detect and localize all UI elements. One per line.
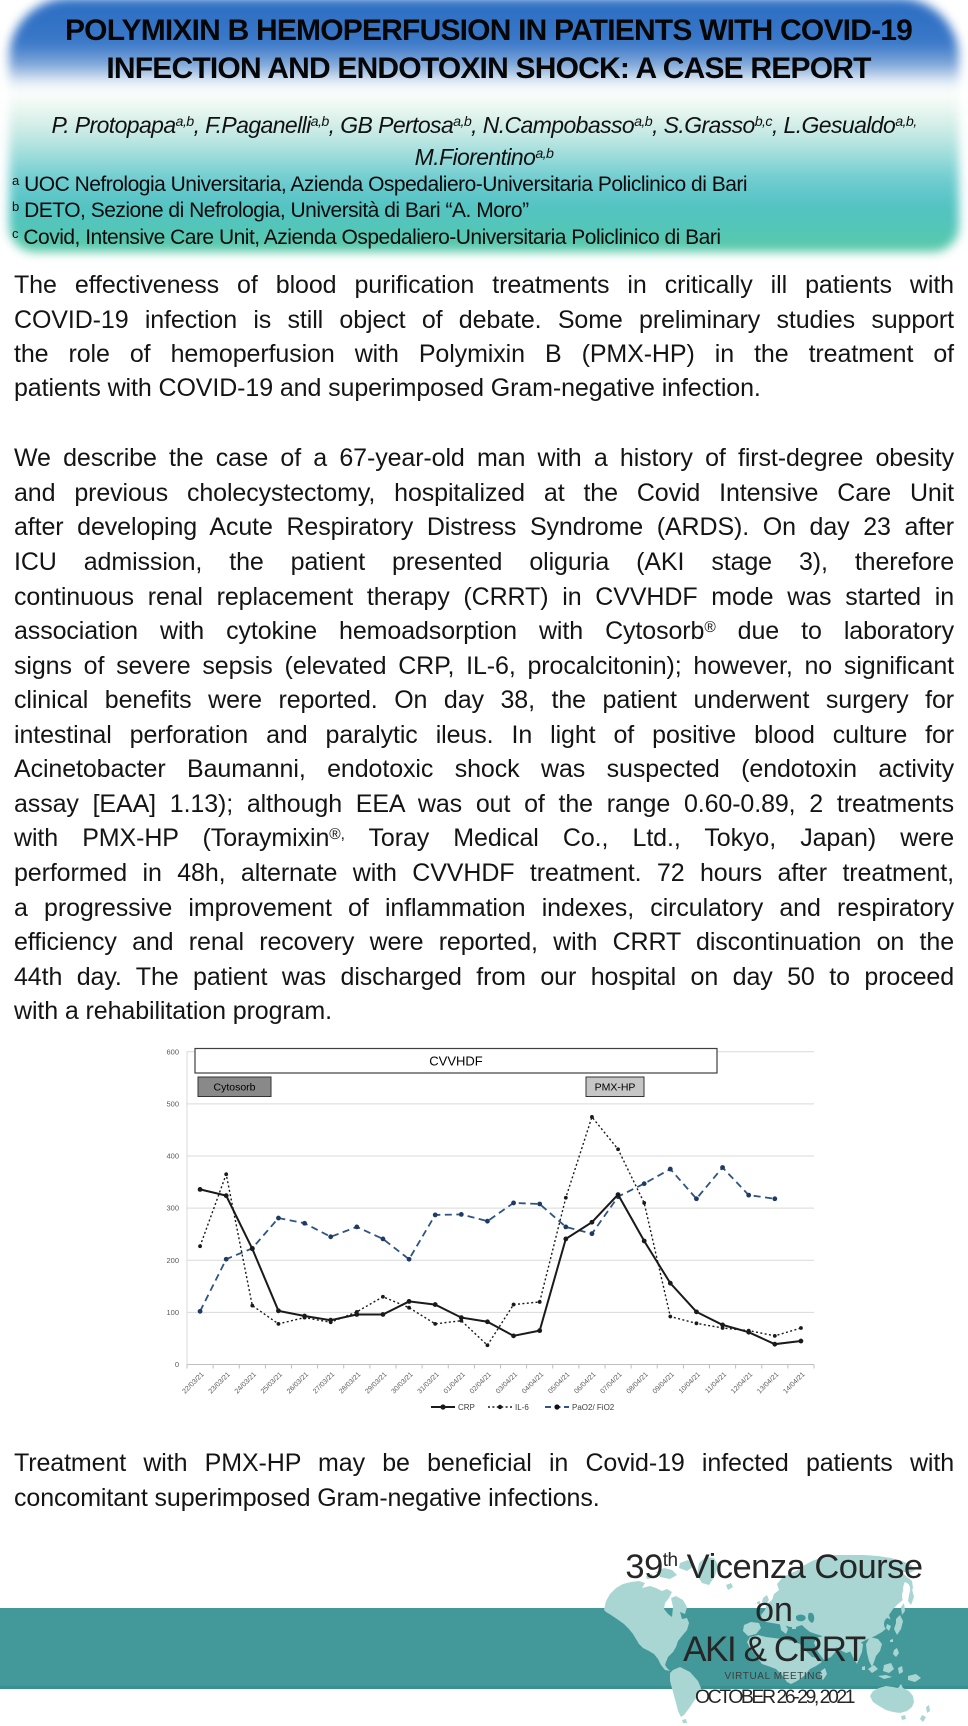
svg-text:06/04/21: 06/04/21 — [573, 1371, 597, 1395]
svg-text:13/04/21: 13/04/21 — [756, 1371, 780, 1395]
svg-text:05/04/21: 05/04/21 — [547, 1371, 571, 1395]
svg-text:30/03/21: 30/03/21 — [390, 1371, 414, 1395]
svg-text:500: 500 — [166, 1099, 179, 1108]
svg-text:03/04/21: 03/04/21 — [495, 1371, 519, 1395]
svg-text:31/03/21: 31/03/21 — [417, 1371, 441, 1395]
svg-text:Cytosorb: Cytosorb — [213, 1082, 255, 1094]
svg-text:CVVHDF: CVVHDF — [429, 1054, 483, 1069]
svg-text:12/04/21: 12/04/21 — [730, 1371, 754, 1395]
svg-text:IL-6: IL-6 — [515, 1403, 529, 1412]
svg-text:11/04/21: 11/04/21 — [704, 1371, 728, 1395]
svg-text:23/03/21: 23/03/21 — [208, 1371, 232, 1395]
svg-text:600: 600 — [166, 1047, 179, 1056]
svg-text:14/04/21: 14/04/21 — [782, 1371, 806, 1395]
svg-text:PaO2/ FiO2: PaO2/ FiO2 — [572, 1403, 615, 1412]
svg-text:300: 300 — [166, 1204, 179, 1213]
svg-text:22/03/21: 22/03/21 — [181, 1371, 205, 1395]
svg-text:29/03/21: 29/03/21 — [364, 1371, 388, 1395]
svg-text:01/04/21: 01/04/21 — [443, 1371, 467, 1395]
svg-text:08/04/21: 08/04/21 — [626, 1371, 650, 1395]
svg-text:28/03/21: 28/03/21 — [338, 1371, 362, 1395]
svg-text:PMX-HP: PMX-HP — [595, 1082, 636, 1094]
svg-text:0: 0 — [175, 1360, 179, 1369]
svg-text:24/03/21: 24/03/21 — [234, 1371, 258, 1395]
svg-text:26/03/21: 26/03/21 — [286, 1371, 310, 1395]
svg-text:04/04/21: 04/04/21 — [521, 1371, 545, 1395]
svg-text:07/04/21: 07/04/21 — [599, 1371, 623, 1395]
svg-text:10/04/21: 10/04/21 — [678, 1371, 702, 1395]
svg-text:200: 200 — [166, 1256, 179, 1265]
svg-text:25/03/21: 25/03/21 — [260, 1371, 284, 1395]
svg-text:09/04/21: 09/04/21 — [652, 1371, 676, 1395]
svg-text:02/04/21: 02/04/21 — [469, 1371, 493, 1395]
svg-text:27/03/21: 27/03/21 — [312, 1371, 336, 1395]
svg-text:400: 400 — [166, 1152, 179, 1161]
svg-text:CRP: CRP — [458, 1403, 475, 1412]
svg-text:100: 100 — [166, 1308, 179, 1317]
